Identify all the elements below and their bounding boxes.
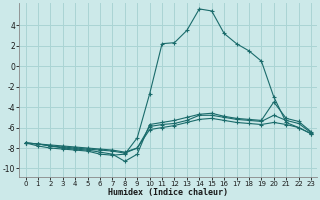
X-axis label: Humidex (Indice chaleur): Humidex (Indice chaleur) [108, 188, 228, 197]
